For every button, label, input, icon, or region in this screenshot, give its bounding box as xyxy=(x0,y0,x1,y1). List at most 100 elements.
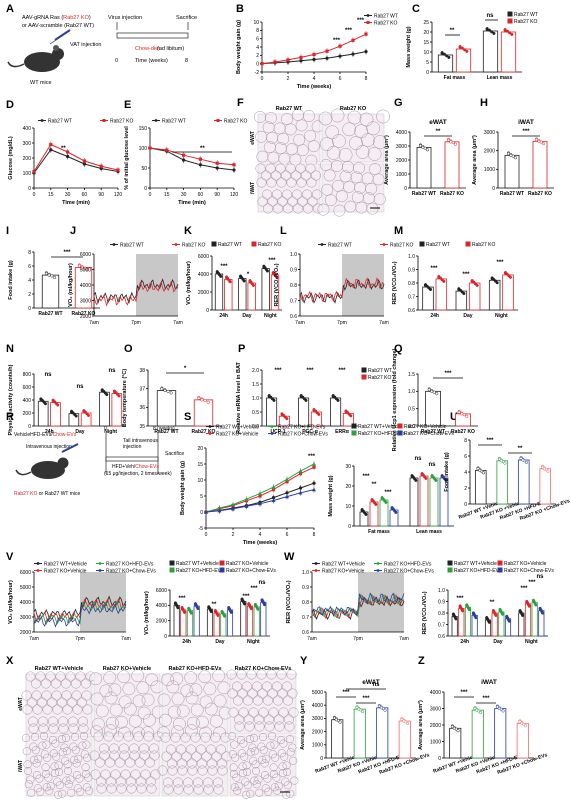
x-tile-ewat-1-cell xyxy=(41,690,52,701)
b-annotation: *** xyxy=(333,38,341,44)
f-tile-wt-ewat xyxy=(254,109,324,167)
x-tile-ewat-4-cell xyxy=(236,669,247,680)
x-tile-ewat-2-cell xyxy=(114,715,128,729)
c-data-point xyxy=(440,51,444,55)
panel-label-z: Z xyxy=(418,655,425,667)
x-tile-ewat-4-cell xyxy=(277,688,288,699)
x-tile-iwat-1-cell xyxy=(57,734,67,744)
chart-c: 0 5 10 15 20 25 Mass weight (g) Fat mass Lean ma… xyxy=(406,11,538,81)
r-dose: (15 μg/injection, 2 times/week) xyxy=(104,471,172,477)
u-data-point xyxy=(503,461,507,465)
v_trace-series-line xyxy=(33,595,127,621)
w-legend-entry: Rab27 KO+HFD-EVs xyxy=(384,562,432,568)
panel-label-l: L xyxy=(280,225,287,237)
m-x-tick-label: Day xyxy=(463,313,472,319)
x-tile-iwat-1-cell xyxy=(71,746,80,755)
t-bar xyxy=(429,477,439,527)
c-bar xyxy=(500,31,517,73)
w-y-tick-label: 1.0 xyxy=(438,588,445,594)
x-tile-iwat-2-cell xyxy=(100,769,111,780)
x-tile-ewat-2-cell xyxy=(103,671,117,685)
y-y-tick-label: 2000 xyxy=(312,729,323,735)
o-bar xyxy=(156,390,177,427)
z-data-point xyxy=(479,711,483,715)
p-x-tick-label: UCP-1 xyxy=(270,429,285,435)
x-tile-ewat-4-cell xyxy=(282,681,292,692)
s-y-tick-label: -5 xyxy=(199,526,204,532)
x-tile-ewat-3-cell xyxy=(212,669,226,683)
x-tile-ewat-1-cell xyxy=(21,690,32,701)
p-y-tick-label: 1.0 xyxy=(252,396,259,402)
f-tile-ko-ewat-cell xyxy=(359,112,374,127)
g-x-tick-label: Rab27 KO xyxy=(440,191,464,197)
w-x-tick-label: Night xyxy=(525,639,538,645)
a-diet2: (ad libitum) xyxy=(157,46,184,52)
x-tile-iwat-2 xyxy=(89,731,164,797)
h-bar xyxy=(532,140,548,189)
k-annotation: *** xyxy=(220,264,228,270)
t-bar xyxy=(419,475,429,527)
f-tile-ko-iwat-cell xyxy=(366,202,379,215)
t-data-point xyxy=(364,512,368,516)
b-y-tick-label: 6 xyxy=(256,36,259,42)
x-tile-iwat-3-cell xyxy=(183,784,194,795)
w-legend-marker xyxy=(314,569,318,572)
c-bar xyxy=(455,48,472,73)
d-y-tick-label: 300 xyxy=(23,141,32,147)
p-legend-swatch xyxy=(361,367,367,373)
x-tile-iwat-4-cell xyxy=(242,767,252,777)
i-data-point xyxy=(77,264,81,268)
x-tile-iwat-4-cell xyxy=(260,759,269,768)
s-x-tick-label: 0 xyxy=(205,532,208,538)
chart-g: 0 1000 2000 3000 4000 Average area (μm²) Rab27… xyxy=(383,119,466,197)
f-tile-wt-iwat-cell xyxy=(286,177,297,188)
o-bar xyxy=(193,399,214,427)
k-legend-swatch xyxy=(211,241,217,247)
x-tile-iwat-4-cell xyxy=(279,739,288,748)
p-data-point xyxy=(299,394,303,398)
o-y-tick-label: 38 xyxy=(139,368,145,374)
d-y-tick-label: 100 xyxy=(23,171,32,177)
u-data-point xyxy=(521,458,525,462)
x-tile-ewat-1-cell xyxy=(77,697,87,708)
x-tile-iwat-4-cell xyxy=(263,774,272,783)
x-tile-ewat-4-cell xyxy=(228,707,239,718)
w-data-point xyxy=(454,617,458,621)
t-legend-swatch xyxy=(397,430,403,436)
k-bar xyxy=(261,268,270,311)
x-tile-iwat-1-cell xyxy=(50,768,60,778)
t-annotation: ns xyxy=(414,456,422,462)
h-annotation: *** xyxy=(522,129,530,135)
x-tile-iwat-2-cell xyxy=(130,769,141,780)
g-data-point xyxy=(446,138,451,142)
s-legend-entry: Rab27 KO+Chow-EVs xyxy=(278,432,328,438)
w-data-point xyxy=(505,615,509,619)
x-tile-iwat-1-cell xyxy=(85,786,94,795)
x-tile-ewat-1-cell xyxy=(55,671,66,682)
i-data-point xyxy=(44,271,48,276)
x-tile-iwat-2-cell xyxy=(143,731,154,742)
y-data-point xyxy=(400,717,404,721)
v-y-tick-label: 6000 xyxy=(156,588,167,594)
m-bar xyxy=(502,274,514,311)
x-tile-iwat-1-cell xyxy=(39,731,49,741)
k-y-tick-label: 4000 xyxy=(198,272,209,278)
o-data-point xyxy=(163,388,167,393)
h-bar xyxy=(504,154,520,189)
z-y-tick-label: 1000 xyxy=(430,739,441,745)
s-y-tick-label: 20 xyxy=(197,446,203,452)
x-tile-iwat-1-cell xyxy=(76,787,85,796)
f-tile-wt-iwat-cell xyxy=(267,196,278,207)
x-tile-iwat-4-cell xyxy=(262,754,271,763)
x-tile-ewat-4 xyxy=(226,669,299,735)
y-bar xyxy=(398,720,411,759)
panel-label-s: S xyxy=(184,411,191,423)
y-data-point xyxy=(355,706,359,710)
x-tile-ewat-2-cell xyxy=(90,692,104,706)
n-y-tick-label: 200 xyxy=(23,411,32,417)
q-y-tick-label: 1.5 xyxy=(408,372,415,378)
v-y-axis-label: VO₂ (ml/kg/hour) xyxy=(144,591,150,635)
x-tile-iwat-4-cell xyxy=(227,731,237,741)
x-tile-iwat-3-cell xyxy=(166,744,176,755)
x-tile-ewat-1-cell xyxy=(75,671,86,682)
